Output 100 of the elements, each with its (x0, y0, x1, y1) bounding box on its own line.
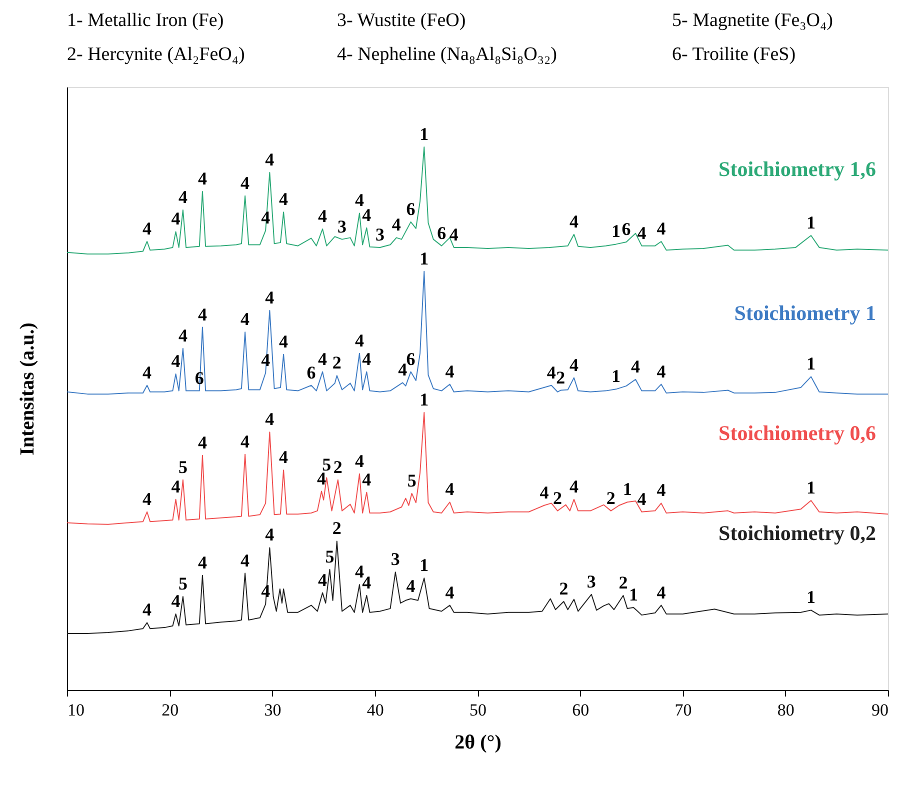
annotation: 4 (354, 562, 364, 582)
annotation: 4 (354, 330, 364, 350)
annotation: 4 (362, 348, 372, 369)
annotation: 5 (407, 470, 416, 490)
annotation: 4 (198, 432, 207, 452)
text: Stoichiometry 0,2 (718, 520, 876, 545)
x-tick-label: 70 (674, 700, 692, 720)
text: 1- Metallic Iron (Fe) (67, 10, 224, 31)
x-tick-label: 30 (264, 700, 282, 720)
annotation: 1 (420, 124, 429, 144)
annotation: 6 (406, 348, 416, 369)
annotation: 4 (445, 479, 454, 500)
annotation: 4 (279, 447, 288, 468)
annotation: 4 (198, 304, 207, 324)
annotation: 3 (586, 571, 596, 592)
annotation: 4 (240, 550, 250, 570)
annotation: 3 (390, 549, 400, 570)
annotation: 1 (806, 477, 816, 498)
annotation: 2 (333, 456, 342, 477)
annotation: 1 (420, 390, 429, 410)
annotation: 4 (265, 287, 274, 308)
annotation: 5 (178, 456, 188, 477)
annotation: 1 (806, 212, 816, 233)
x-tick-label: 80 (777, 700, 794, 720)
annotation: 4 (240, 172, 250, 193)
annotation: 6 (622, 219, 631, 240)
annotation: 4 (569, 211, 578, 232)
annotation: 4 (354, 190, 364, 210)
annotation: 4 (240, 309, 250, 330)
annotation: 4 (279, 189, 288, 210)
annotation: 4 (142, 218, 152, 238)
annotation: 4 (637, 488, 646, 509)
annotation: 4 (406, 576, 416, 596)
annotation: 1 (628, 584, 638, 604)
text: Stoichiometry 1,6 (718, 157, 876, 182)
x-tick-label: 90 (872, 700, 888, 720)
annotation: 4 (171, 350, 180, 371)
annotation: 4 (142, 600, 152, 620)
annotation: 5 (178, 574, 188, 594)
annotation: 4 (656, 218, 666, 238)
text: 3- Wustite (FeO) (337, 10, 466, 31)
annotation: 4 (198, 552, 207, 572)
annotation: 4 (171, 476, 180, 496)
annotation: 4 (656, 361, 666, 382)
annotation: 3 (338, 216, 347, 236)
annotation: 4 (318, 570, 328, 590)
annotation: 6 (306, 362, 316, 382)
annotation: 4 (569, 476, 578, 496)
annotation: 4 (171, 590, 180, 611)
annotation: 2 (559, 578, 568, 598)
annotation: 4 (142, 362, 152, 382)
annotation: 1 (622, 479, 632, 500)
x-tick-label: 60 (572, 700, 590, 720)
annotation: 4 (265, 409, 274, 430)
annotation: 4 (265, 150, 274, 170)
annotation: 2 (556, 367, 566, 388)
annotation: 4 (540, 482, 549, 502)
annotation: 1 (806, 587, 816, 608)
annotation: 4 (240, 431, 250, 452)
annotation: 4 (449, 224, 458, 244)
annotation: 4 (362, 204, 372, 225)
annotation: 4 (398, 360, 408, 380)
annotation: 4 (171, 208, 180, 229)
annotation: 1 (612, 366, 621, 386)
annotation: 4 (318, 206, 328, 226)
text: Stoichiometry 1 (734, 301, 876, 326)
text: 5- Magnetite (Fe₃O₄) (672, 10, 833, 31)
annotation: 4 (656, 480, 666, 500)
x-tick-label: 20 (162, 700, 179, 720)
annotation: 4 (178, 186, 188, 207)
x-axis-title: 2θ (°) (454, 732, 502, 754)
annotation: 4 (631, 356, 640, 376)
annotation: 1 (420, 248, 429, 268)
annotation: 1 (420, 555, 429, 576)
annotation: 4 (362, 469, 372, 490)
annotation: 6 (406, 198, 416, 219)
annotation: 4 (445, 361, 454, 382)
annotation: 1 (806, 354, 816, 374)
annotation: 2 (606, 488, 616, 508)
text: 4- Nepheline (Na₈Al₈Si₈O₃₂) (337, 44, 557, 65)
annotation: 4 (637, 222, 646, 243)
annotation: 4 (318, 348, 328, 369)
annotation: 6 (437, 222, 446, 243)
annotation: 1 (612, 221, 621, 242)
annotation: 4 (178, 325, 188, 346)
annotation: 4 (569, 354, 578, 375)
annotation: 4 (445, 582, 454, 602)
annotation: 4 (198, 168, 207, 189)
annotation: 2 (618, 572, 628, 593)
annotation: 4 (656, 582, 666, 602)
x-tick-label: 40 (366, 700, 384, 720)
annotation: 2 (553, 488, 562, 508)
annotation: 3 (376, 224, 385, 244)
annotation: 4 (392, 214, 401, 235)
y-axis-title: Intensitas (a.u.) (16, 322, 38, 456)
annotation: 2 (332, 352, 342, 373)
annotation: 4 (142, 488, 152, 509)
annotation: 4 (354, 450, 364, 471)
annotation: 4 (265, 524, 274, 545)
text: Stoichiometry 0,6 (718, 421, 876, 446)
